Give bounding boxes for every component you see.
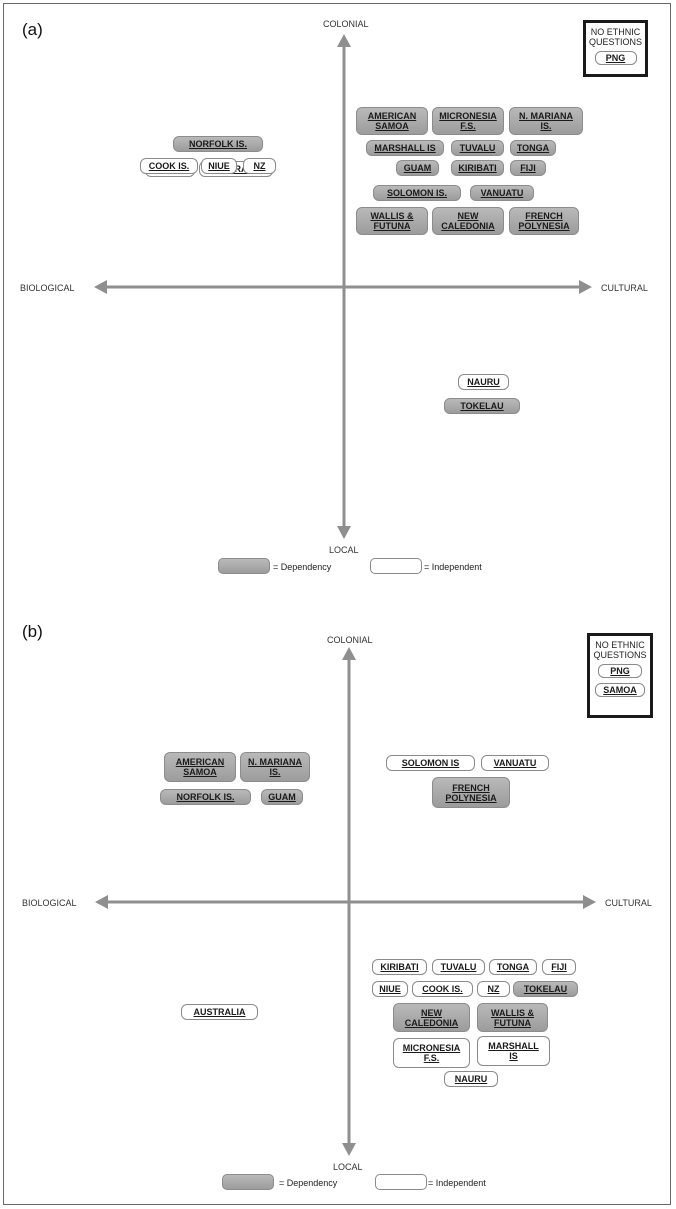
- arrow-left-icon: [95, 895, 108, 909]
- node-niue: NIUE: [201, 158, 237, 174]
- node-tonga: TONGA: [510, 140, 556, 156]
- node-vanuatu: VANUATU: [481, 755, 549, 771]
- axis-label-top: COLONIAL: [323, 19, 369, 29]
- node-tuvalu: TUVALU: [432, 959, 485, 975]
- no-ethnic-item: SAMOA: [595, 683, 645, 697]
- node-french-polynesia: FRENCH POLYNESIA: [509, 207, 579, 235]
- node-nz: NZ: [477, 981, 510, 997]
- no-ethnic-questions-box: NO ETHNIC QUESTIONS PNG: [583, 20, 648, 77]
- node-nz: NZ: [243, 158, 276, 174]
- node-norfolk-is: NORFOLK IS.: [173, 136, 263, 152]
- axes: [95, 647, 596, 1156]
- node-marshall-is: MARSHALL IS: [477, 1036, 550, 1066]
- arrow-down-icon: [342, 1143, 356, 1156]
- node-new-caledonia: NEW CALEDONIA: [432, 207, 504, 235]
- arrow-right-icon: [583, 895, 596, 909]
- legend-independent-swatch: [375, 1174, 427, 1190]
- node-wallis-futuna: WALLIS & FUTUNA: [477, 1003, 548, 1032]
- node-american-samoa: AMERICAN SAMOA: [356, 107, 428, 135]
- legend-dependency-swatch: [218, 558, 270, 574]
- node-australia: AUSTRALIA: [181, 1004, 258, 1020]
- arrow-up-icon: [342, 647, 356, 660]
- no-ethnic-item: PNG: [598, 664, 642, 678]
- node-n-mariana-is: N. MARIANA IS.: [240, 752, 310, 782]
- axis-label-bottom: LOCAL: [329, 545, 359, 555]
- no-ethnic-title: NO ETHNIC QUESTIONS: [588, 27, 642, 47]
- node-french-polynesia: FRENCH POLYNESIA: [432, 777, 510, 808]
- node-cook-is: COOK IS.: [140, 158, 198, 174]
- no-ethnic-title: NO ETHNIC QUESTIONS: [593, 640, 647, 660]
- node-solomon-is: SOLOMON IS: [386, 755, 475, 771]
- legend-independent-label: = Independent: [424, 562, 482, 572]
- legend-dependency-label: = Dependency: [279, 1178, 338, 1188]
- legend-dependency-swatch: [222, 1174, 274, 1190]
- arrow-right-icon: [579, 280, 592, 294]
- node-tonga: TONGA: [489, 959, 537, 975]
- arrow-down-icon: [337, 526, 351, 539]
- node-solomon-is: SOLOMON IS.: [373, 185, 461, 201]
- node-micronesia-fs: MICRONESIA F.S.: [432, 107, 504, 135]
- legend-dependency-label: = Dependency: [273, 562, 332, 572]
- node-fiji: FIJI: [542, 959, 576, 975]
- node-vanuatu: VANUATU: [470, 185, 534, 201]
- axis-label-right: CULTURAL: [601, 283, 648, 293]
- panel-a: (a) COLONIAL LOCAL BIOLOGICAL CULTURAL N…: [0, 0, 676, 600]
- node-n-mariana-is: N. MARIANA IS.: [509, 107, 583, 135]
- node-norfolk-is: NORFOLK IS.: [160, 789, 251, 805]
- no-ethnic-item: PNG: [594, 51, 637, 65]
- axis-label-left: BIOLOGICAL: [20, 283, 75, 293]
- node-kiribati: KIRIBATI: [451, 160, 504, 176]
- node-marshall-is: MARSHALL IS: [366, 140, 444, 156]
- panel-label: (b): [22, 622, 43, 641]
- arrow-up-icon: [337, 34, 351, 47]
- panel-label: (a): [22, 20, 43, 39]
- arrow-left-icon: [94, 280, 107, 294]
- node-niue: NIUE: [372, 981, 408, 997]
- no-ethnic-questions-box: NO ETHNIC QUESTIONS PNG SAMOA: [587, 633, 653, 718]
- axes: [94, 34, 592, 539]
- node-american-samoa: AMERICAN SAMOA: [164, 752, 236, 782]
- node-new-caledonia: NEW CALEDONIA: [393, 1003, 470, 1032]
- node-wallis-futuna: WALLIS & FUTUNA: [356, 207, 428, 235]
- axis-label-bottom: LOCAL: [333, 1162, 363, 1172]
- node-nauru: NAURU: [444, 1071, 498, 1087]
- node-tuvalu: TUVALU: [451, 140, 504, 156]
- axis-label-left: BIOLOGICAL: [22, 898, 77, 908]
- node-guam: GUAM: [396, 160, 439, 176]
- node-micronesia-fs: MICRONESIA F.S.: [393, 1038, 470, 1068]
- node-nauru: NAURU: [458, 374, 509, 390]
- node-tokelau: TOKELAU: [513, 981, 578, 997]
- legend-independent-label: = Independent: [428, 1178, 486, 1188]
- axis-label-top: COLONIAL: [327, 635, 373, 645]
- panel-b: (b) COLONIAL LOCAL BIOLOGICAL CULTURAL N…: [0, 600, 676, 1209]
- axis-label-right: CULTURAL: [605, 898, 652, 908]
- legend-independent-swatch: [370, 558, 422, 574]
- figure-frame: [3, 3, 671, 1205]
- node-tokelau: TOKELAU: [444, 398, 520, 414]
- node-fiji: FIJI: [510, 160, 546, 176]
- node-kiribati: KIRIBATI: [372, 959, 427, 975]
- node-cook-is: COOK IS.: [412, 981, 473, 997]
- node-guam: GUAM: [261, 789, 303, 805]
